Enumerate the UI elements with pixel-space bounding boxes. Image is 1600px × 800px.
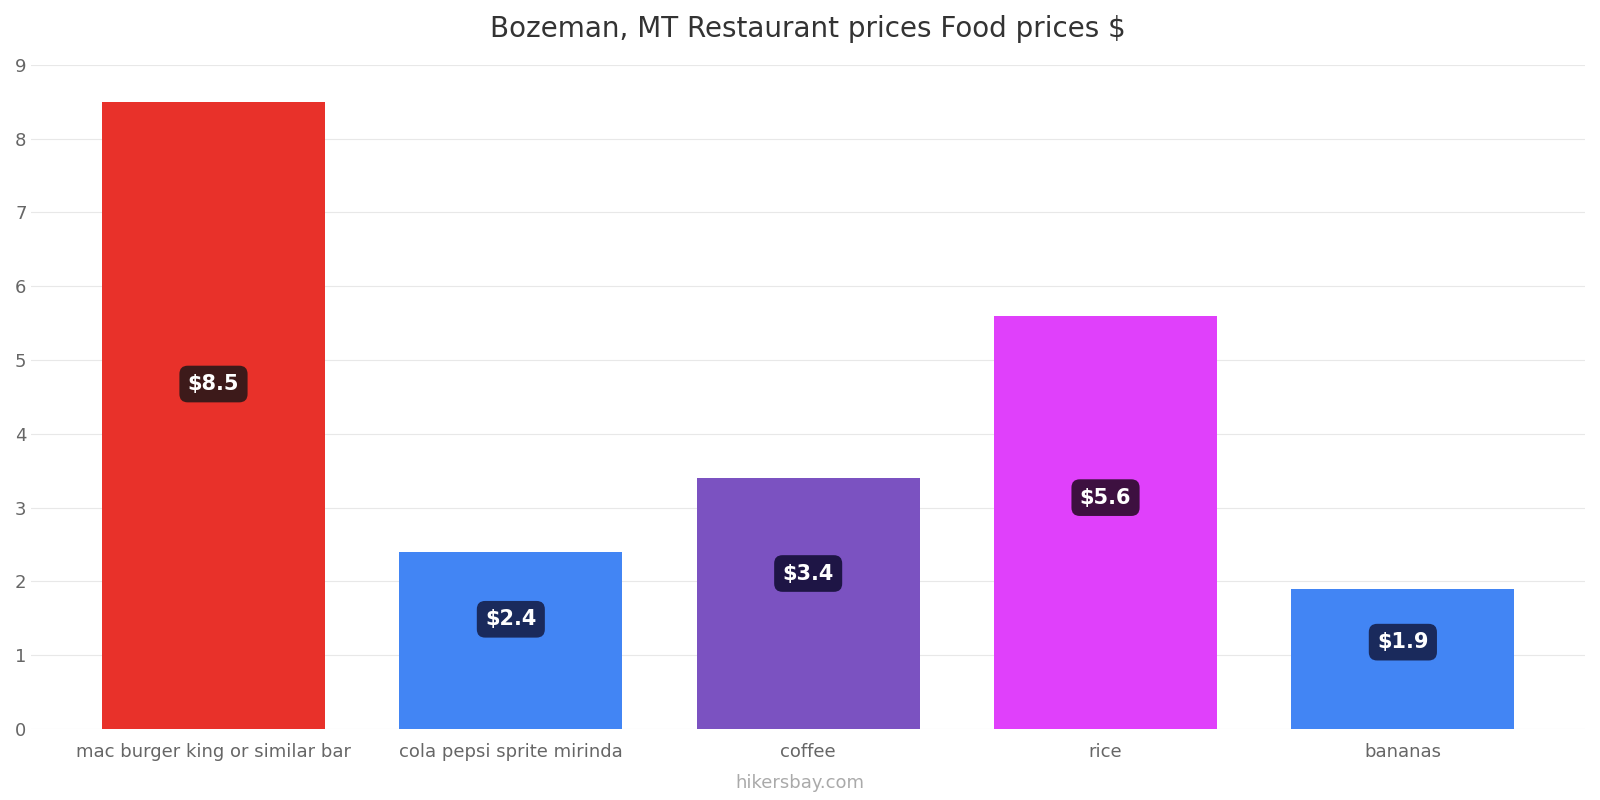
Bar [102,102,325,729]
Bar [696,478,920,729]
Text: $5.6: $5.6 [1080,488,1131,508]
Bar [400,552,622,729]
Bar [1291,589,1514,729]
Title: Bozeman, MT Restaurant prices Food prices $: Bozeman, MT Restaurant prices Food price… [490,15,1126,43]
Text: $8.5: $8.5 [187,374,240,394]
Text: $2.4: $2.4 [485,610,536,630]
Text: $1.9: $1.9 [1378,632,1429,652]
Text: $3.4: $3.4 [782,563,834,583]
Text: hikersbay.com: hikersbay.com [736,774,864,792]
Bar [994,316,1218,729]
